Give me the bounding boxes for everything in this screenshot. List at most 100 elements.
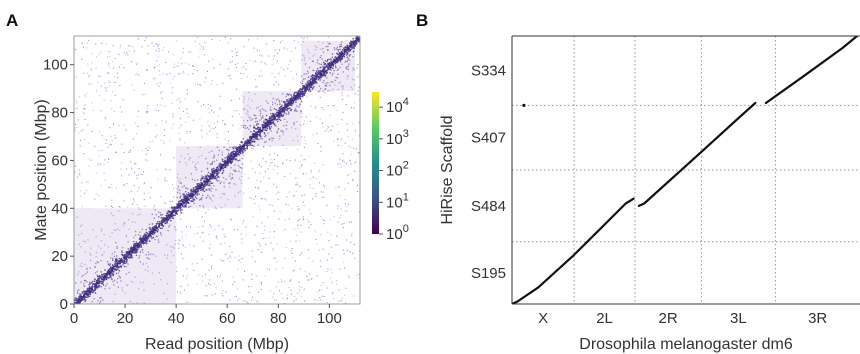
heatmap-cell	[242, 154, 244, 156]
heatmap-cell	[336, 77, 339, 79]
heatmap-cell	[150, 236, 152, 238]
heatmap-cell	[252, 61, 254, 63]
heatmap-cell	[169, 140, 171, 142]
heatmap-cell	[243, 73, 245, 75]
heatmap-cell	[208, 234, 210, 236]
heatmap-cell	[344, 61, 346, 63]
heatmap-cell	[133, 89, 135, 91]
heatmap-cell	[151, 272, 153, 274]
heatmap-cell	[180, 253, 182, 255]
heatmap-cell	[272, 169, 274, 171]
heatmap-cell	[203, 231, 205, 233]
heatmap-cell	[257, 126, 260, 129]
heatmap-cell	[240, 140, 242, 143]
heatmap-cell	[92, 109, 94, 111]
heatmap-cell	[174, 206, 177, 208]
heatmap-cell	[173, 196, 175, 198]
heatmap-cell	[137, 38, 139, 40]
heatmap-cell	[269, 154, 271, 156]
heatmap-cell	[103, 244, 106, 246]
heatmap-cell	[232, 159, 234, 161]
heatmap-cell	[169, 72, 171, 74]
heatmap-cell	[200, 185, 202, 187]
heatmap-cell	[256, 275, 258, 277]
heatmap-cell	[279, 118, 281, 121]
heatmap-cell	[218, 164, 220, 166]
heatmap-cell	[269, 106, 272, 109]
heatmap-cell	[296, 92, 298, 94]
heatmap-cell	[274, 123, 276, 125]
heatmap-cell	[193, 245, 195, 247]
heatmap-cell	[351, 45, 353, 47]
heatmap-cell	[240, 142, 242, 144]
heatmap-cell	[127, 54, 129, 56]
heatmap-cell	[99, 275, 101, 277]
heatmap-cell	[355, 40, 357, 42]
heatmap-cell	[138, 257, 140, 259]
heatmap-cell	[232, 56, 234, 58]
heatmap-cell	[131, 190, 133, 192]
heatmap-cell	[268, 118, 270, 120]
heatmap-cell	[279, 112, 282, 114]
heatmap-cell	[304, 62, 307, 65]
heatmap-cell	[288, 218, 290, 220]
heatmap-cell	[79, 225, 82, 227]
heatmap-cell	[164, 180, 166, 182]
heatmap-cell	[153, 230, 155, 232]
heatmap-cell	[196, 197, 198, 200]
heatmap-cell	[268, 121, 270, 123]
heatmap-cell	[111, 253, 113, 255]
heatmap-cell	[208, 188, 210, 190]
heatmap-cell	[185, 161, 187, 164]
heatmap-cell	[97, 275, 99, 278]
heatmap-cell	[260, 61, 262, 63]
heatmap-cell	[97, 261, 100, 264]
heatmap-cell	[183, 289, 185, 291]
heatmap-cell	[175, 210, 178, 212]
heatmap-cell	[290, 103, 292, 105]
heatmap-cell	[356, 191, 358, 193]
heatmap-cell	[87, 290, 89, 292]
heatmap-cell	[93, 289, 95, 291]
heatmap-cell	[269, 269, 271, 271]
heatmap-cell	[127, 206, 129, 208]
heatmap-cell	[284, 118, 286, 121]
heatmap-cell	[124, 258, 126, 260]
heatmap-cell	[297, 91, 299, 93]
heatmap-cell	[356, 36, 358, 38]
heatmap-cell	[179, 200, 182, 202]
heatmap-cell	[113, 268, 115, 271]
heatmap-cell	[227, 164, 229, 166]
heatmap-cell	[262, 115, 264, 117]
heatmap-cell	[124, 185, 126, 187]
heatmap-cell	[115, 187, 117, 189]
heatmap-cell	[319, 265, 321, 267]
heatmap-cell	[88, 76, 90, 78]
heatmap-cell	[112, 259, 114, 261]
heatmap-cell	[112, 270, 114, 273]
heatmap-cell	[186, 89, 188, 91]
heatmap-cell	[337, 48, 339, 51]
heatmap-cell	[314, 49, 317, 51]
heatmap-cell	[197, 189, 199, 191]
heatmap-cell	[284, 47, 286, 49]
heatmap-cell	[256, 133, 258, 135]
heatmap-cell	[148, 146, 150, 148]
heatmap-cell	[112, 91, 114, 93]
heatmap-cell	[84, 94, 86, 96]
heatmap-cell	[179, 139, 181, 141]
heatmap-cell	[208, 189, 210, 191]
heatmap-cell	[285, 104, 288, 106]
heatmap-cell	[322, 41, 324, 44]
heatmap-cell	[332, 125, 334, 127]
heatmap-cell	[227, 199, 229, 201]
heatmap-cell	[131, 248, 133, 250]
heatmap-cell	[311, 88, 314, 90]
heatmap-cell	[87, 294, 89, 296]
heatmap-cell	[112, 300, 114, 303]
heatmap-cell	[245, 141, 247, 144]
heatmap-cell	[125, 260, 128, 262]
heatmap-cell	[279, 211, 281, 213]
heatmap-cell	[89, 74, 91, 76]
heatmap-cell	[301, 94, 303, 96]
